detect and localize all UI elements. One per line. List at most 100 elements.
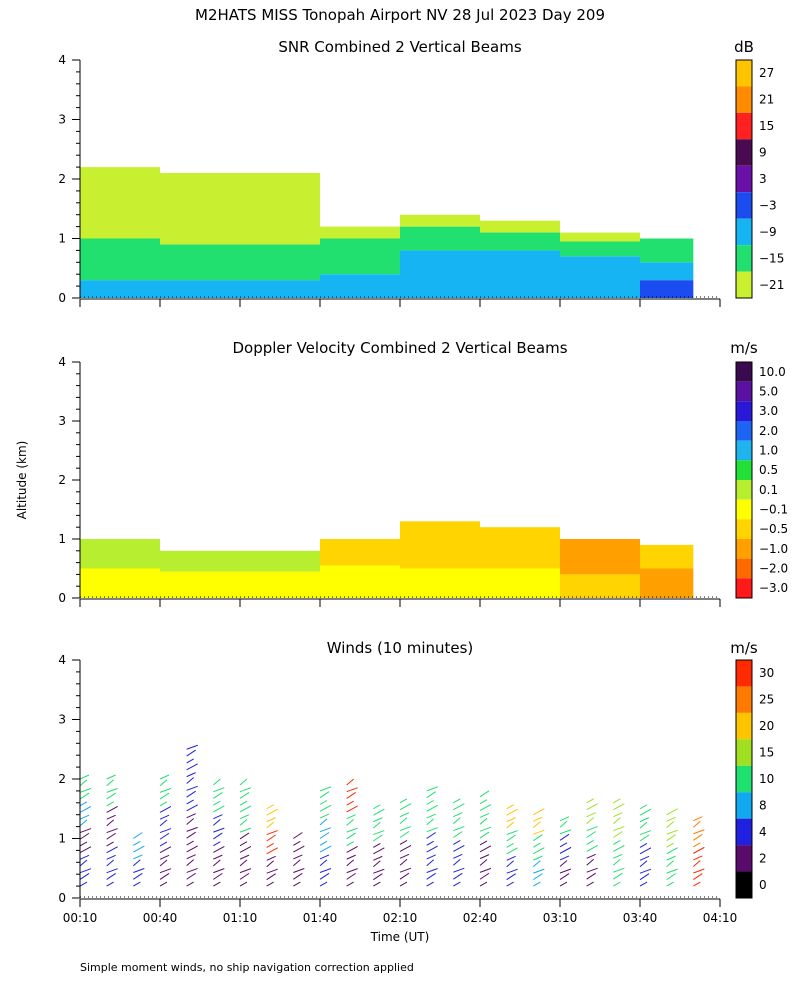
wind-barb-15-6	[479, 840, 488, 846]
wind-barb-18-7	[559, 833, 570, 841]
wind-barb-1-7	[106, 832, 116, 840]
wind-barb-21-10	[639, 817, 650, 823]
wind-barb-9-3	[319, 859, 328, 867]
wind-barb-4-16	[186, 772, 196, 778]
field-cell-6-0	[640, 280, 694, 298]
wind-barb-2-5	[133, 845, 145, 853]
colorbar-swatch-0	[736, 362, 752, 382]
colorbar-swatch-8	[736, 519, 752, 539]
wind-barb-22-9	[666, 821, 674, 829]
wind-barb-5-7	[213, 832, 223, 840]
wind-barb-10-14	[346, 787, 358, 793]
wind-barb-19-9	[586, 817, 594, 825]
wind-barb-18-9	[559, 820, 568, 828]
wind-barb-7-6	[266, 842, 274, 848]
wind-barb-23-0	[693, 881, 701, 887]
y-tick-label: 3	[58, 713, 66, 727]
wind-barb-13-11	[426, 804, 438, 812]
colorbar: dB 27 21 15 9 3 −3 −9 −15 −21	[734, 38, 784, 299]
wind-barb-10-4	[346, 854, 356, 860]
wind-barb-20-7	[613, 831, 623, 838]
wind-barb-19-8	[586, 826, 598, 832]
field-cell-6-2	[640, 238, 694, 263]
wind-barb-23-5	[693, 846, 705, 854]
colorbar-label: 0	[759, 878, 767, 892]
wind-barb-4-8	[186, 826, 198, 832]
wind-barb-10-7	[346, 832, 356, 840]
field-cell-3-1	[400, 226, 480, 251]
colorbar-label: 8	[759, 798, 767, 812]
wind-barb-13-3	[426, 859, 434, 867]
wind-barb-13-6	[426, 840, 434, 846]
wind-barb-12-3	[399, 858, 408, 866]
wind-barb-2-6	[133, 840, 141, 846]
wind-barb-10-12	[346, 800, 354, 806]
wind-barb-4-10	[186, 813, 196, 819]
wind-barb-5-6	[213, 841, 221, 847]
wind-barb-16-10	[506, 817, 516, 823]
wind-barb-17-10	[533, 816, 543, 822]
wind-barb-10-11	[346, 805, 358, 813]
wind-barb-6-10	[239, 814, 250, 820]
wind-barb-7-5	[266, 847, 278, 855]
wind-barb-8-0	[293, 881, 301, 887]
wind-barb-15-12	[479, 799, 488, 805]
wind-barb-5-15	[213, 778, 221, 786]
colorbar-swatch-2	[736, 401, 752, 421]
wind-barb-17-3	[533, 860, 541, 868]
wind-barb-0-1	[79, 872, 90, 880]
wind-barb-20-11	[613, 803, 625, 811]
wind-barb-7-7	[266, 834, 276, 842]
x-tick-label: 00:10	[63, 911, 98, 925]
wind-barb-3-3	[159, 859, 168, 867]
colorbar-swatch-5	[736, 460, 752, 480]
wind-barb-7-9	[266, 821, 274, 829]
wind-barb-16-11	[506, 808, 518, 816]
wind-barb-15-11	[479, 804, 492, 812]
panels: SNR Combined 2 Vertical Beams01234dB2721…	[58, 38, 788, 925]
wind-barb-4-2	[186, 867, 198, 873]
colorbar-label: −3.0	[759, 581, 788, 595]
field-cell-2-2	[320, 226, 400, 239]
colorbar-swatch-1	[736, 686, 752, 713]
figure-footnote: Simple moment winds, no ship navigation …	[80, 961, 414, 974]
wind-barb-10-15	[346, 778, 354, 786]
wind-barb-3-0	[159, 881, 168, 887]
colorbar-swatch-1	[736, 381, 752, 402]
wind-barb-6-7	[239, 832, 250, 840]
wind-barb-20-5	[613, 844, 625, 852]
field-cell-3-2	[400, 214, 480, 227]
wind-barb-12-8	[399, 826, 412, 832]
wind-barb-1-15	[106, 779, 114, 787]
wind-barb-8-7	[293, 832, 303, 839]
colorbar-label: 27	[759, 66, 774, 80]
wind-barb-7-8	[266, 830, 278, 836]
wind-barb-1-14	[106, 787, 118, 793]
wind-barb-16-8	[506, 830, 518, 836]
wind-barb-5-1	[213, 872, 223, 880]
wind-barb-18-4	[559, 855, 570, 861]
wind-barb-16-9	[506, 821, 514, 829]
wind-barb-17-2	[533, 868, 545, 874]
colorbar-frame	[735, 59, 753, 299]
wind-barb-7-10	[266, 817, 276, 823]
wind-barb-11-6	[373, 842, 381, 848]
wind-barb-1-6	[106, 841, 114, 847]
field-cell-6-1	[640, 262, 694, 281]
wind-barb-3-5	[159, 846, 172, 854]
wind-barb-13-9	[426, 818, 434, 826]
wind-barb-21-3	[639, 860, 648, 868]
wind-barb-6-0	[239, 881, 248, 887]
wind-barb-18-8	[559, 829, 572, 835]
wind-barb-9-2	[319, 868, 332, 873]
wind-barb-10-5	[346, 845, 358, 853]
wind-barb-15-10	[479, 812, 490, 818]
wind-barb-13-0	[426, 881, 434, 887]
wind-barb-3-13	[159, 792, 170, 800]
wind-barb-21-8	[639, 830, 652, 836]
wind-barb-1-0	[106, 881, 114, 887]
wind-barb-12-9	[399, 817, 408, 825]
colorbar-label: 10.0	[759, 365, 786, 379]
wind-barb-11-8	[373, 830, 385, 836]
wind-barb-15-9	[479, 817, 488, 825]
